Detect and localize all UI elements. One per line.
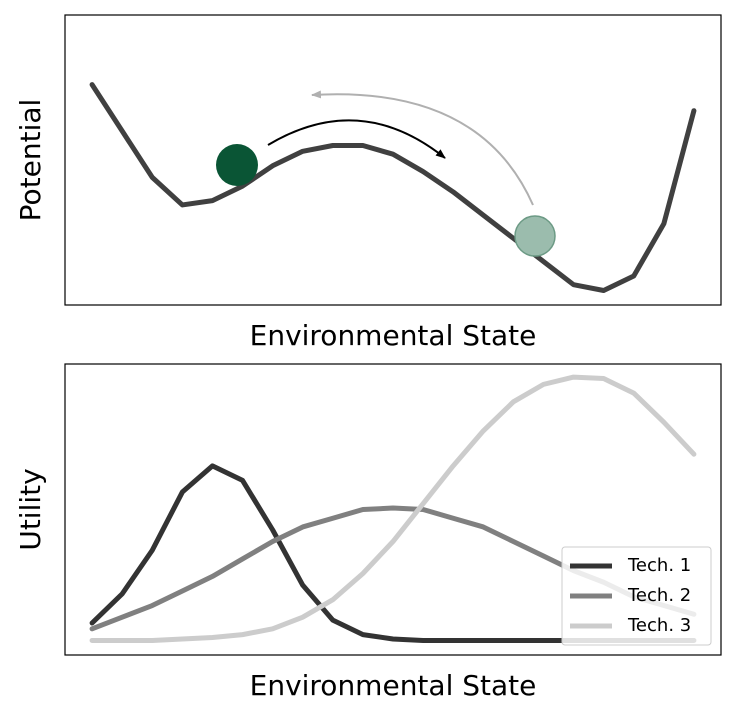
curve — [89, 374, 697, 643]
ball-faded — [514, 215, 556, 257]
ball — [216, 144, 258, 186]
x-axis-label: Environmental State — [250, 669, 537, 702]
return-arrow — [311, 90, 534, 206]
legend-frame — [561, 546, 712, 646]
forward-arrow — [267, 119, 446, 159]
y-axis-label: Potential — [14, 99, 47, 222]
legend-label: Tech. 1 — [627, 555, 691, 576]
curve — [89, 82, 697, 293]
plot-frame — [64, 363, 722, 656]
y-axis-label: Utility — [14, 468, 47, 550]
plot-frame — [64, 14, 722, 306]
legend-label: Tech. 2 — [627, 585, 691, 606]
legend-label: Tech. 3 — [627, 615, 691, 636]
x-axis-label: Environmental State — [250, 319, 537, 352]
